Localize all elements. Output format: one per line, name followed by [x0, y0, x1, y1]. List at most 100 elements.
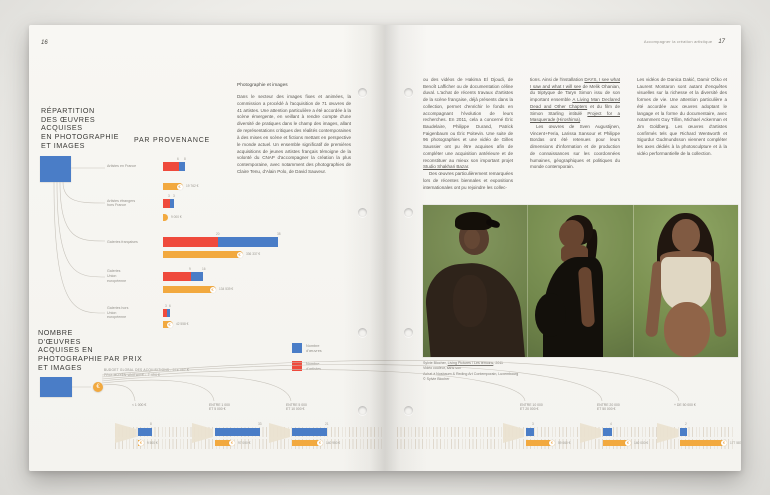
- running-header-text: Accompagner la création artistique: [643, 39, 713, 44]
- photo-panel-2: [527, 205, 633, 357]
- fan-shape: [115, 423, 136, 443]
- prix-chart-right-half: ENTRE 10 000 ET 20 000 € 3 €59 060 € ENTRE …: [385, 25, 741, 471]
- works-count-tick: 16: [202, 267, 206, 271]
- fan-shape: [503, 423, 524, 443]
- euro-coin: €: [209, 286, 216, 293]
- works-count-tick: 3: [532, 421, 534, 426]
- provenance-row-label: Galeries hors Union européenne: [107, 305, 129, 320]
- works-count-tick: 38: [277, 232, 281, 236]
- binder-hole: [404, 328, 413, 337]
- artists-bar: [163, 162, 179, 171]
- montant-bar: [163, 214, 168, 221]
- montant-value: 134 539 €: [219, 287, 234, 292]
- montant-value: 42 558 €: [176, 322, 189, 327]
- fan-shape: [657, 423, 678, 443]
- works-bar: [167, 309, 170, 317]
- paragraph: Des œuvres particulièrement remarquées l…: [423, 171, 513, 190]
- montant-value: 140 000 €: [634, 440, 649, 445]
- text-column-1: ou des vidéos de Hakima El Djoudi, de Be…: [423, 77, 513, 213]
- fan-shape: [580, 423, 601, 443]
- price-bracket-label: ENTRE 20 000 ET 50 000 €: [597, 403, 620, 412]
- works-count-tick: 33: [258, 421, 262, 426]
- montant-bar: [292, 440, 323, 446]
- works-bar: [292, 428, 327, 436]
- provenance-chart: Artistes en France 6 8 €19 762 € Artistes ét…: [29, 25, 385, 471]
- works-count-tick: 8: [184, 157, 186, 161]
- binder-hole: [358, 406, 367, 415]
- euro-coin: €: [138, 439, 144, 446]
- heading-par-prix: PAR PRIX: [104, 356, 143, 363]
- heading-par-provenance: PAR PROVENANCE: [134, 137, 211, 144]
- montant-value: 9 000 €: [171, 215, 182, 220]
- provenance-row-label: Artistes en France: [107, 164, 137, 169]
- artwork-photo-triptych: [423, 205, 738, 357]
- euro-coin: €: [721, 439, 727, 446]
- tick-ruler-montant-left: [115, 439, 383, 449]
- price-bracket-label: ENTRE 1 000 ET 5 000 €: [209, 403, 230, 412]
- montant-bar: [603, 440, 631, 446]
- montant-value: 97 000 €: [238, 440, 251, 445]
- montant-value: 177 587 €: [730, 440, 741, 445]
- binder-hole: [404, 406, 413, 415]
- artists-count-tick: 3: [168, 194, 170, 198]
- artists-bar: [163, 237, 218, 247]
- provenance-row-label: Artistes étrangers hors France: [107, 198, 136, 208]
- works-bar: [603, 428, 612, 436]
- works-count-tick: 21: [325, 421, 329, 426]
- works-count-tick: 8: [150, 421, 152, 426]
- section-title-nombre: NOMBRE D'ŒUVRES ACQUISES EN PHOTOGRAPHIE…: [38, 328, 103, 372]
- open-spread: 16 Photographie et images Dans le secteu…: [29, 25, 741, 471]
- photo-panel-1: [423, 205, 528, 357]
- binder-hole: [404, 208, 413, 217]
- figure-2-silhouette: [559, 220, 585, 248]
- backwards-cap: [455, 212, 492, 230]
- paragraph: Les vidéos de Danica Dakić, Damir Očko e…: [637, 77, 727, 156]
- tick-ruler-works-right: [397, 427, 733, 437]
- section-title-repartition: RÉPARTITION DES ŒUVRES ACQUISES EN PHOTO…: [41, 106, 120, 150]
- blue-key-box-bottom: [40, 377, 72, 397]
- binder-hole: [358, 208, 367, 217]
- binder-hole: [404, 88, 413, 97]
- montant-bar: [215, 440, 235, 446]
- euro-coin: €: [549, 439, 555, 446]
- works-bar: [218, 237, 278, 247]
- works-count-tick: 3: [173, 194, 175, 198]
- binder-hole: [358, 328, 367, 337]
- price-bracket-label: + DE 50 000 €: [674, 403, 696, 407]
- works-count-tick: 2: [685, 421, 687, 426]
- prix-chart-left-half: < 1 000 € 8 €9 500 € ENTRE 1 000 ET 5 000 €…: [29, 25, 385, 471]
- montant-value: 336 337 €: [246, 252, 261, 257]
- works-count-tick: 4: [610, 421, 612, 426]
- artists-bar: [163, 272, 191, 281]
- euro-coin: €: [236, 251, 243, 258]
- text-column-2: tions. Ainsi de l'installation DAYS, I s…: [530, 77, 620, 213]
- artists-count-tick: 6: [177, 157, 179, 161]
- provenance-row-label: Galeries françaises: [107, 239, 138, 244]
- text-column-3: Les vidéos de Danica Dakić, Damir Očko e…: [637, 77, 727, 213]
- montant-value: 9 500 €: [147, 440, 158, 445]
- running-header: Accompagner la création artistique 17: [644, 39, 725, 45]
- figure-3-silhouette: [671, 219, 700, 252]
- price-bracket-label: ENTRE 10 000 ET 20 000 €: [520, 403, 543, 412]
- works-bar: [138, 428, 152, 436]
- works-bar: [526, 428, 534, 436]
- euro-coin: €: [625, 439, 631, 446]
- montant-bar: [680, 440, 727, 446]
- page-number-left: 16: [41, 40, 48, 46]
- montant-bar: [163, 251, 243, 258]
- paragraph: Les œuvres de Sven Augustijnen, Vincent+…: [530, 124, 620, 170]
- legend-works-swatch: [292, 343, 302, 353]
- artists-count-tick: 9: [189, 267, 191, 271]
- works-bar: [215, 428, 260, 436]
- page-number-right: 17: [718, 39, 725, 45]
- works-bar: [680, 428, 687, 436]
- provenance-row-label: Galeries Union européenne: [107, 269, 127, 283]
- intro-text-block: Photographie et images Dans le secteur d…: [237, 83, 351, 176]
- montant-value: 19 762 €: [186, 184, 199, 189]
- fan-shape: [269, 423, 290, 443]
- euro-coin: €: [229, 439, 235, 446]
- legend-item-works: Nombre d'œuvres: [292, 343, 322, 354]
- page-left-16: 16 Photographie et images Dans le secteu…: [29, 25, 385, 471]
- montant-bar: [526, 440, 555, 446]
